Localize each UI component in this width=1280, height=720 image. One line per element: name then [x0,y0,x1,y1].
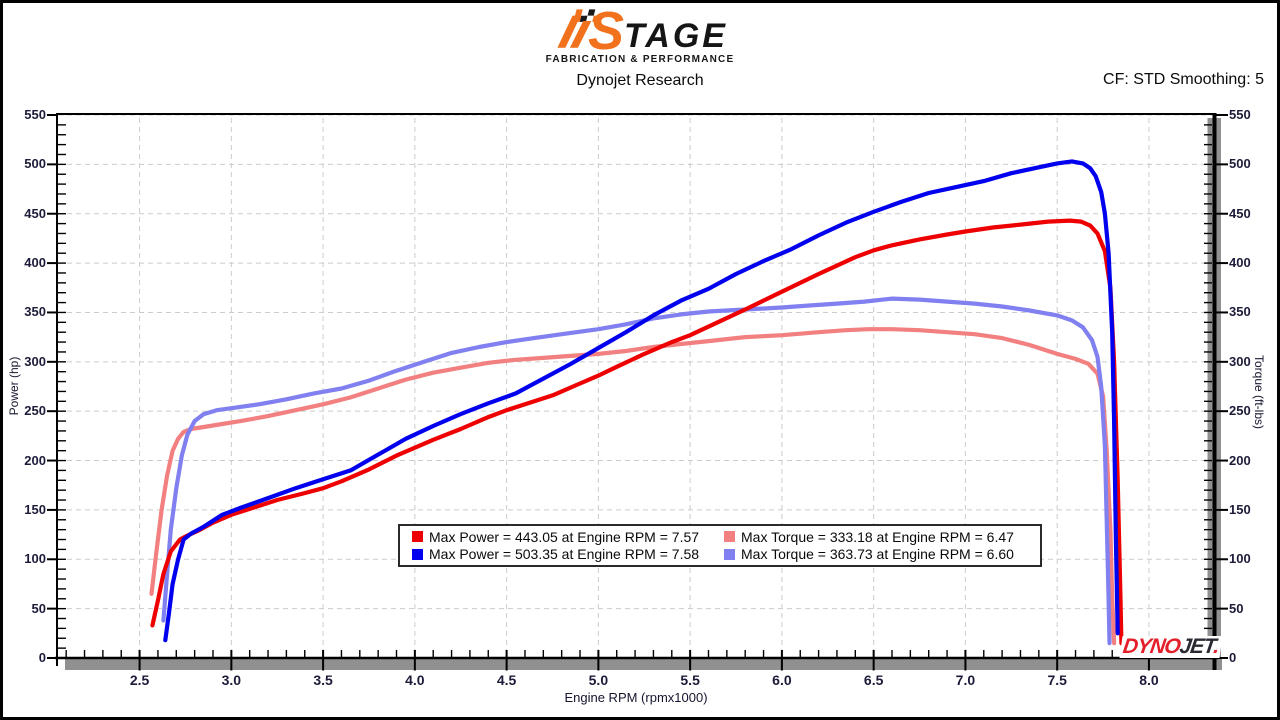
legend-swatch [724,548,735,560]
left-y-tick-label: 350 [24,304,46,320]
x-tick-label: 4.5 [496,672,517,688]
right-y-tick-label: 300 [1229,353,1251,369]
left-y-tick-label: 450 [24,205,46,221]
logo-tagline: FABRICATION & PERFORMANCE [545,54,735,65]
x-tick-label: 3.5 [313,672,333,688]
right-y-tick-label: 400 [1229,255,1251,271]
left-y-tick-label: 300 [24,353,46,369]
series-power-run-blue [163,159,1120,643]
right-y-tick-label: 500 [1229,156,1251,172]
dynojet-logo: DYNOJET. [1119,635,1223,658]
legend-item: Max Power = 503.35 at Engine RPM = 7.58 [412,546,724,562]
legend-swatch [412,548,423,560]
x-tick-label: 8.0 [1139,672,1159,688]
x-tick-label: 5.5 [680,672,700,688]
stage-logo: S TAGE [552,0,728,61]
x-tick-label: 4.0 [405,672,425,688]
left-y-tick-label: 550 [24,107,46,122]
left-y-tick-label: 50 [31,600,46,616]
left-y-tick-label: 250 [24,403,46,419]
x-axis-bar [65,658,1222,670]
left-y-tick-label: 200 [24,452,46,468]
right-y-tick-label: 0 [1229,650,1237,665]
legend-item: Max Power = 443.05 at Engine RPM = 7.57 [412,529,724,545]
left-y-tick-label: 0 [38,650,46,665]
right-y-tick-label: 250 [1229,403,1251,419]
chart-subtitle: Dynojet Research [576,72,704,89]
left-y-tick-label: 150 [24,501,46,517]
logo-letters-tage: TAGE [624,17,728,56]
legend-swatch [724,531,735,543]
legend-label: Max Power = 443.05 at Engine RPM = 7.57 [429,528,700,545]
right-y-tick-label: 550 [1229,107,1251,122]
x-tick-label: 7.5 [1047,672,1067,688]
x-tick-label: 2.5 [129,672,150,688]
legend-label: Max Power = 503.35 at Engine RPM = 7.58 [429,546,700,563]
legend-label: Max Torque = 333.18 at Engine RPM = 6.47 [741,528,1014,545]
logo-letter-s: S [588,0,624,61]
left-y-tick-label: 500 [24,156,46,172]
x-tick-label: 6.0 [772,672,792,688]
right-y-tick-label: 200 [1229,452,1251,468]
right-y-tick-label: 450 [1229,205,1251,221]
legend-item: Max Torque = 363.73 at Engine RPM = 6.60 [724,546,1036,562]
series-torque-run-red [149,327,1117,646]
right-y-tick-label: 150 [1229,501,1251,517]
correction-factor-smoothing: CF: STD Smoothing: 5 [1103,71,1264,88]
x-tick-label: 7.0 [955,672,976,688]
right-y-tick-label: 50 [1229,600,1244,616]
left-y-tick-label: 100 [24,551,46,567]
x-tick-label: 3.0 [221,672,242,688]
left-y-tick-label: 400 [24,255,46,271]
legend: Max Power = 443.05 at Engine RPM = 7.57 M… [398,524,1042,567]
x-tick-label: 5.0 [588,672,609,688]
legend-swatch [412,531,423,543]
checkered-flag-icon [557,9,600,48]
x-tick-label: 6.5 [863,672,884,688]
x-axis-label: Engine RPM (rpmx1000) [564,690,708,705]
legend-label: Max Torque = 363.73 at Engine RPM = 6.60 [741,546,1014,563]
right-y-tick-label: 100 [1229,551,1251,567]
series-power-run-red [150,218,1124,646]
legend-item: Max Torque = 333.18 at Engine RPM = 6.47 [724,529,1036,545]
right-y-tick-label: 350 [1229,304,1251,320]
